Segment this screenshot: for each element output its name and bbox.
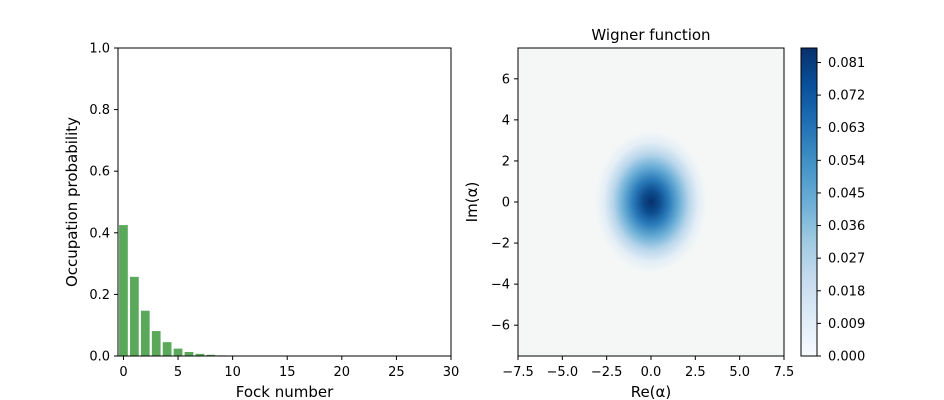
right-y-axis-label: Im(α) [463, 182, 481, 223]
left-y-tick-label: 0.2 [89, 288, 110, 303]
right-y-tick-label: −6 [491, 319, 510, 334]
bar-fock-2 [140, 310, 150, 356]
bar-fock-7 [195, 353, 205, 356]
right-x-tick-label: −5.0 [547, 365, 579, 380]
left-x-tick-label: 20 [334, 365, 351, 380]
colorbar-tick-label: 0.081 [828, 56, 865, 71]
bar-fock-6 [184, 352, 194, 356]
right-x-tick-label: −7.5 [502, 365, 534, 380]
left-y-tick-label: 0.6 [89, 165, 110, 180]
colorbar-tick-label: 0.054 [828, 154, 865, 169]
left-x-tick-label: 30 [443, 365, 460, 380]
colorbar-tick-label: 0.036 [828, 219, 865, 234]
left-y-axis-label: Occupation probability [63, 117, 81, 287]
left-y-ticks: 0.0 0.2 0.4 0.6 0.8 1.0 [89, 42, 118, 365]
bar-fock-4 [162, 342, 172, 356]
colorbar: 0.000 0.009 0.018 0.027 0.036 0.045 0.054 0.063… [800, 47, 865, 365]
right-x-tick-label: 5.0 [729, 365, 750, 380]
bar-fock-3 [151, 331, 161, 356]
colorbar-tick-label: 0.009 [828, 317, 865, 332]
right-x-tick-label: 7.5 [774, 365, 795, 380]
left-x-tick-label: 25 [388, 365, 405, 380]
colorbar-tick-label: 0.018 [828, 284, 865, 299]
colorbar-tick-label: 0.063 [828, 121, 865, 136]
left-x-axis-label: Fock number [236, 383, 334, 400]
left-plot-frame [117, 47, 452, 357]
left-x-tick-label: 0 [119, 365, 127, 380]
left-y-tick-label: 0.4 [89, 226, 110, 241]
left-x-tick-label: 10 [224, 365, 241, 380]
right-y-ticks: −6 −4 −2 0 2 4 6 [491, 72, 518, 334]
occupation-bar-chart: 0 5 10 15 20 25 30 0.0 0.2 0.4 0.6 0.8 1.0 Fock num… [63, 42, 459, 400]
colorbar-tick-label: 0.072 [828, 89, 865, 104]
left-x-tick-label: 15 [279, 365, 296, 380]
left-y-tick-label: 0.8 [89, 103, 110, 118]
right-x-ticks: −7.5 −5.0 −2.5 0.0 2.5 5.0 7.5 [502, 356, 794, 380]
colorbar-ticks: 0.000 0.009 0.018 0.027 0.036 0.045 0.054 0.063… [817, 56, 865, 365]
bars-group [119, 225, 281, 356]
colorbar-tick-label: 0.000 [828, 350, 865, 365]
bar-fock-8 [206, 354, 216, 356]
right-y-tick-label: 4 [502, 113, 510, 128]
left-x-ticks: 0 5 10 15 20 25 30 [119, 356, 459, 380]
bar-fock-5 [173, 348, 183, 356]
colorbar-tick-label: 0.027 [828, 252, 865, 267]
right-y-tick-label: 0 [502, 196, 510, 211]
wigner-peak [595, 131, 707, 273]
bar-fock-1 [130, 276, 139, 356]
right-x-tick-label: 0.0 [641, 365, 662, 380]
bar-fock-0 [119, 225, 128, 356]
right-x-axis-label: Re(α) [631, 383, 672, 400]
colorbar-tick-label: 0.045 [828, 186, 865, 201]
colorbar-fill [800, 47, 818, 357]
right-x-tick-label: −2.5 [591, 365, 623, 380]
right-y-tick-label: −4 [491, 278, 510, 293]
right-x-tick-label: 2.5 [685, 365, 706, 380]
left-x-tick-label: 5 [174, 365, 182, 380]
left-y-tick-label: 1.0 [89, 42, 110, 57]
left-y-tick-label: 0.0 [89, 350, 110, 365]
wigner-title: Wigner function [591, 26, 710, 44]
wigner-heatmap-chart: Wigner function −7.5 −5.0 −2.5 0.0 2.5 5.0 7.5… [463, 26, 794, 400]
right-y-tick-label: −2 [491, 237, 510, 252]
right-y-tick-label: 2 [502, 154, 510, 169]
right-y-tick-label: 6 [502, 72, 510, 87]
